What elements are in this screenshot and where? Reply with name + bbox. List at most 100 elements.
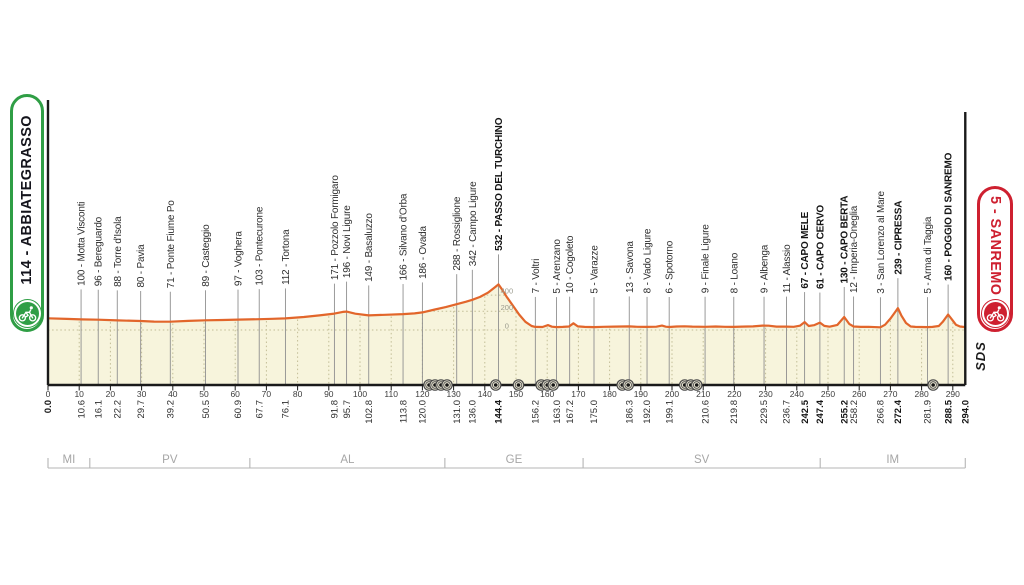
x-axis-tick-label: 120 <box>415 389 429 399</box>
x-axis-tick-label: 30 <box>137 389 147 399</box>
checkpoint-label: 89 - Casteggio <box>201 224 212 287</box>
terrain-fill <box>48 284 966 385</box>
x-axis-tick-label: 220 <box>727 389 741 399</box>
km-distance-label: 266.8 <box>876 400 887 424</box>
start-badge-textwrap: 114 - ABBIATEGRASSO <box>19 102 35 298</box>
x-axis-tick-label: 20 <box>106 389 116 399</box>
checkpoint-label: 166 - Silvano d'Orba <box>399 193 410 280</box>
x-axis-tick-label: 280 <box>915 389 929 399</box>
km-distance-label: 136.0 <box>468 400 479 424</box>
checkpoint-label: 5 - Varazze <box>590 245 601 294</box>
x-axis-tick-label: 80 <box>293 389 303 399</box>
km-distance-label: 199.1 <box>664 400 675 424</box>
km-distance-label: 22.2 <box>112 400 123 419</box>
checkpoint-label: 71 - Ponte Fiume Po <box>166 200 177 289</box>
x-axis-tick-label: 290 <box>946 389 960 399</box>
checkpoint-label: 196 - Novi Ligure <box>342 205 353 278</box>
km-distance-label: 281.9 <box>923 400 934 424</box>
tunnel-icon <box>489 379 502 391</box>
checkpoint-label: 130 - CAPO BERTA <box>840 196 851 284</box>
finish-badge-textwrap: 5 - SANREMO <box>987 194 1003 298</box>
checkpoint-label: 8 - Vado Ligure <box>643 228 654 293</box>
km-distance-label: 175.0 <box>589 400 600 424</box>
checkpoint-label: 112 - Tortona <box>281 229 292 285</box>
cyclist-icon <box>13 300 41 327</box>
checkpoint-label: 7 - Voltri <box>531 259 542 294</box>
km-distance-label: 219.8 <box>729 400 740 424</box>
checkpoint-label: 288 - Rossiglione <box>452 196 463 271</box>
cyclist-icon <box>981 300 1009 327</box>
x-axis-tick-label: 230 <box>759 389 773 399</box>
km-distance-label: 76.1 <box>281 400 292 419</box>
sds-logo: SDS <box>972 341 988 371</box>
checkpoint-label: 171 - Pozzolo Formigaro <box>330 175 341 281</box>
province-label: SV <box>694 454 710 466</box>
x-axis-tick-label: 180 <box>603 389 617 399</box>
km-distance-label: 294.0 <box>960 400 971 424</box>
checkpoint-label: 13 - Savona <box>625 241 636 293</box>
checkpoint-label: 97 - Voghera <box>234 231 245 287</box>
checkpoint-label: 8 - Loano <box>729 252 740 293</box>
tunnel-icon <box>622 379 634 391</box>
checkpoint-label: 96 - Bereguardo <box>94 216 105 286</box>
tunnel-icon <box>690 379 703 391</box>
x-axis-tick-label: 110 <box>384 389 398 399</box>
x-axis-tick-label: 90 <box>324 389 334 399</box>
x-axis-tick-label: 70 <box>262 389 272 399</box>
km-distance-label: 192.0 <box>642 400 653 424</box>
km-distance-label: 288.5 <box>943 399 954 423</box>
x-axis-tick-label: 130 <box>447 389 461 399</box>
km-distance-label: 167.2 <box>565 400 576 424</box>
province-label: IM <box>886 454 899 466</box>
km-distance-label: 102.8 <box>364 400 375 424</box>
checkpoint-label: 67 - CAPO MELE <box>800 211 811 288</box>
km-distance-label: 16.1 <box>93 400 104 419</box>
km-distance-label: 60.9 <box>233 400 244 419</box>
checkpoint-label: 10 - Cogoleto <box>565 235 576 293</box>
km-distance-label: 67.7 <box>254 400 265 419</box>
checkpoint-label: 61 - CAPO CERVO <box>815 205 826 289</box>
km-distance-label: 156.2 <box>531 400 542 424</box>
x-axis-tick-label: 40 <box>168 389 178 399</box>
elevation-gridline-label: 200 <box>501 303 514 312</box>
km-distance-label: 95.7 <box>342 400 353 419</box>
km-distance-label: 0.0 <box>43 400 54 413</box>
checkpoint-label: 100 - Motta Visconti <box>77 202 88 286</box>
km-distance-label: 255.2 <box>839 400 850 424</box>
km-distance-label: 272.4 <box>893 399 904 423</box>
km-distance-label: 120.0 <box>418 400 429 424</box>
checkpoint-label: 160 - POGGIO DI SANREMO <box>944 152 955 281</box>
x-axis-tick-label: 160 <box>540 389 554 399</box>
checkpoint-label: 5 - Arma di Taggia <box>923 216 934 293</box>
x-axis-tick-label: 190 <box>634 389 648 399</box>
x-axis-tick-label: 10 <box>74 389 84 399</box>
checkpoint-label: 9 - Albenga <box>760 244 771 293</box>
checkpoint-label: 11 - Alassio <box>782 244 793 293</box>
checkpoint-label: 5 - Arenzano <box>552 239 563 294</box>
x-axis-tick-label: 210 <box>696 389 710 399</box>
x-axis-tick-label: 140 <box>478 389 492 399</box>
tunnel-icon <box>547 379 559 391</box>
x-axis-tick-label: 170 <box>571 389 585 399</box>
x-axis-tick-label: 200 <box>665 389 679 399</box>
province-label: MI <box>63 454 76 466</box>
checkpoint-label: 342 - Campo Ligure <box>468 181 479 266</box>
province-label: GE <box>506 454 523 466</box>
province-label: PV <box>162 454 178 466</box>
km-distance-label: 144.4 <box>494 399 505 423</box>
km-distance-label: 50.5 <box>201 400 212 419</box>
checkpoint-label: 3 - San Lorenzo al Mare <box>876 190 887 293</box>
x-axis-tick-label: 150 <box>509 389 523 399</box>
x-axis-tick-label: 270 <box>883 389 897 399</box>
checkpoint-label: 6 - Spotorno <box>665 240 676 293</box>
km-distance-label: 242.5 <box>800 399 811 423</box>
checkpoint-label: 532 - PASSO DEL TURCHINO <box>494 117 505 251</box>
checkpoint-label: 80 - Pavia <box>136 244 147 288</box>
km-distance-label: 29.7 <box>136 400 147 419</box>
checkpoint-label: 239 - CIPRESSA <box>893 201 904 275</box>
km-distance-label: 210.6 <box>700 400 711 424</box>
km-distance-label: 247.4 <box>815 399 826 423</box>
elevation-gridline-label: 400 <box>501 287 514 296</box>
